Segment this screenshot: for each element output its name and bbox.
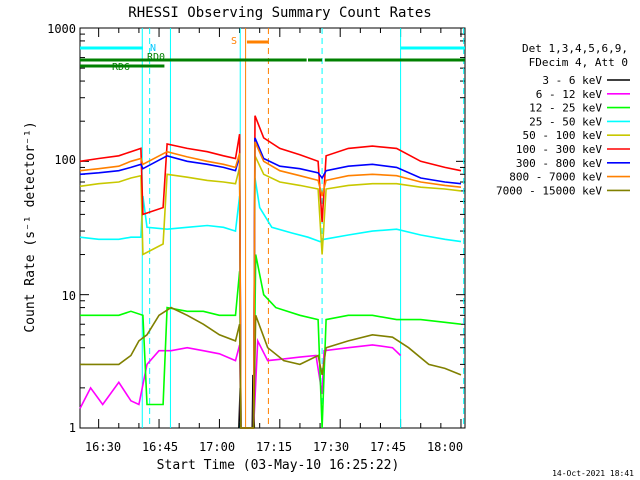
footer-date: 14-Oct-2021 18:41 bbox=[552, 469, 634, 478]
series-line-300-800-kev bbox=[79, 137, 462, 429]
legend-entry-label: 7000 - 15000 keV bbox=[496, 184, 602, 197]
annotation-label: N bbox=[150, 43, 156, 54]
x-tick-label: 17:00 bbox=[199, 440, 235, 454]
y-tick-label: 1 bbox=[69, 421, 76, 435]
annotation-label: RD0 bbox=[147, 52, 165, 63]
y-axis-label: Count Rate (s⁻¹ detector⁻¹) bbox=[23, 121, 38, 332]
y-tick-label: 100 bbox=[54, 153, 76, 167]
x-tick-label: 17:30 bbox=[313, 440, 349, 454]
x-axis-label: Start Time (03-May-10 16:25:22) bbox=[157, 458, 400, 473]
annotation-label: S bbox=[231, 36, 237, 47]
legend-header-line-2: FDecim 4, Att 0 bbox=[529, 56, 628, 69]
y-tick-label: 1000 bbox=[47, 22, 76, 36]
x-tick-label: 17:15 bbox=[256, 440, 292, 454]
legend-entry-label: 12 - 25 keV bbox=[529, 102, 602, 115]
y-tick-label: 10 bbox=[62, 289, 76, 303]
x-tick-label: 17:45 bbox=[370, 440, 406, 454]
legend-entry-label: 25 - 50 keV bbox=[529, 115, 602, 128]
x-tick-label: 16:30 bbox=[85, 440, 121, 454]
annotation-label: RD6 bbox=[112, 62, 130, 73]
legend-entry-label: 300 - 800 keV bbox=[516, 157, 602, 170]
legend-entry-label: 6 - 12 keV bbox=[536, 88, 603, 101]
plot-frame bbox=[79, 27, 466, 429]
legend-entry-label: 3 - 6 keV bbox=[542, 74, 602, 87]
chart-title: RHESSI Observing Summary Count Rates bbox=[128, 5, 431, 21]
legend-entry-label: 100 - 300 keV bbox=[516, 143, 602, 156]
series-line-7000-15000-kev bbox=[80, 306, 462, 429]
series-line-12-25-kev bbox=[80, 254, 462, 429]
legend-header-line-1: Det 1,3,4,5,6,9, bbox=[522, 42, 628, 55]
series-line-50-100-kev bbox=[79, 155, 462, 429]
x-tick-label: 18:00 bbox=[427, 440, 463, 454]
x-tick-label: 16:45 bbox=[142, 440, 178, 454]
legend-entry-label: 50 - 100 keV bbox=[523, 129, 603, 142]
legend-entry-label: 800 - 7000 keV bbox=[509, 171, 602, 184]
